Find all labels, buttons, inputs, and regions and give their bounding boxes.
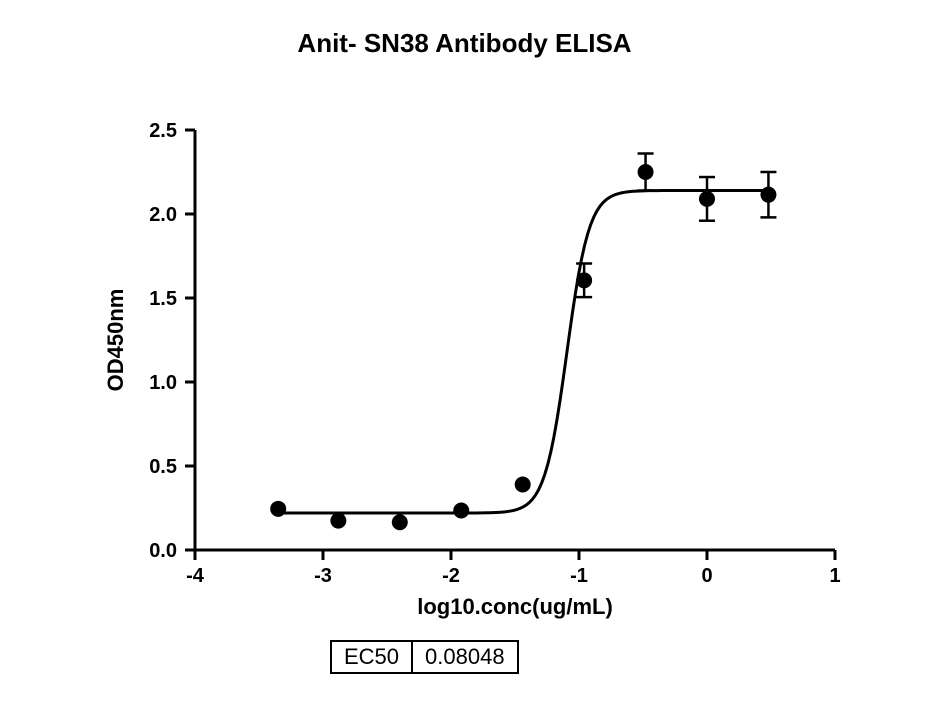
svg-text:-3: -3 [314,565,332,587]
svg-text:1.0: 1.0 [149,372,177,394]
svg-text:-4: -4 [186,565,205,587]
ec50-value: 0.08048 [412,641,518,673]
svg-text:0: 0 [701,565,712,587]
svg-text:OD450nm: OD450nm [103,289,128,392]
chart-container: { "chart": { "type": "scatter", "title":… [0,0,929,714]
svg-text:-2: -2 [442,565,460,587]
svg-text:-1: -1 [570,565,588,587]
svg-text:0.0: 0.0 [149,540,177,562]
svg-text:log10.conc(ug/mL): log10.conc(ug/mL) [417,594,613,619]
svg-text:0.5: 0.5 [149,456,177,478]
ec50-label: EC50 [331,641,412,673]
svg-text:1.5: 1.5 [149,288,177,310]
svg-text:2.5: 2.5 [149,120,177,142]
ec50-table: EC50 0.08048 [330,640,519,674]
svg-text:2.0: 2.0 [149,204,177,226]
svg-text:1: 1 [829,565,840,587]
chart-svg: 0.0 0.5 1.0 1.5 2.0 2.5 -4 -3 -2 -1 0 1 log10.conc(u… [0,0,929,714]
